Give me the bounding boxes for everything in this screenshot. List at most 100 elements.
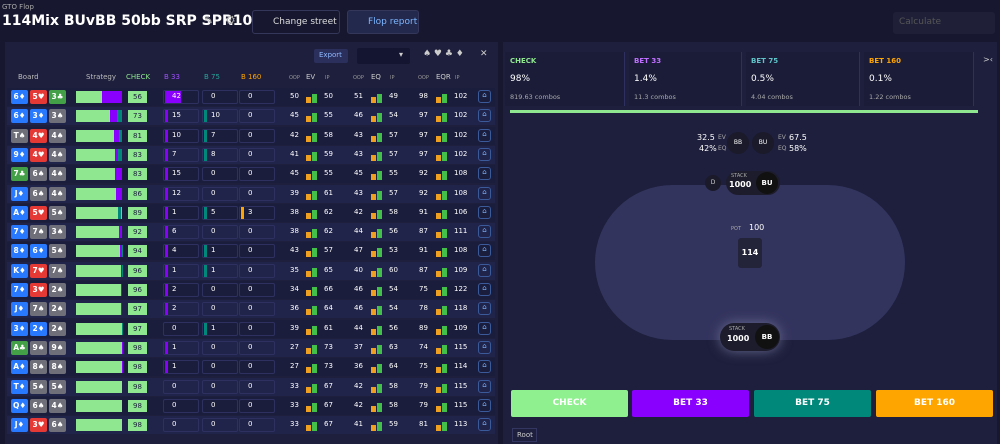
bar-icon (442, 383, 447, 393)
action-button[interactable]: CHECK (511, 390, 628, 417)
ip-value: 113 (454, 420, 468, 429)
bet-cell: 7 (211, 130, 216, 139)
bar-icon (371, 232, 376, 239)
row-action-icon[interactable]: ⌂ (478, 90, 491, 103)
collapse-icon[interactable]: >‹ (983, 55, 993, 64)
ip-value: 62 (324, 207, 333, 216)
action-button[interactable]: BET 160 (876, 390, 993, 417)
edit-icon[interactable]: ✎ (204, 14, 214, 27)
card: 5♠ (49, 379, 66, 394)
bet-cell: 0 (248, 265, 253, 274)
bar-icon (306, 290, 311, 296)
row-action-icon[interactable]: ⌂ (478, 321, 491, 335)
cell-box (163, 340, 199, 355)
bet-indicator (165, 91, 181, 103)
oop-value: 42 (354, 381, 363, 390)
bar-icon (312, 151, 317, 161)
column-header: Board (18, 73, 39, 81)
card: 3♠ (49, 225, 66, 240)
row-action-icon[interactable]: ⌂ (478, 263, 491, 277)
strategy-segment (76, 361, 122, 374)
action-button[interactable]: BET 75 (754, 390, 871, 417)
cell-box (163, 418, 199, 433)
bet-cell: 0 (248, 381, 253, 390)
row-action-icon[interactable]: ⌂ (478, 340, 491, 354)
cell-box (163, 186, 199, 201)
row-action-icon[interactable]: ⌂ (478, 244, 491, 258)
bar-icon (442, 402, 447, 412)
card: 6♠ (30, 398, 47, 413)
bet-indicator (204, 148, 207, 161)
oop-value: 33 (290, 420, 299, 429)
row-action-icon[interactable]: ⌂ (478, 302, 491, 316)
row-action-icon[interactable]: ⌂ (478, 360, 491, 374)
close-button[interactable]: ✕ (480, 49, 488, 59)
row-action-icon[interactable]: ⌂ (478, 109, 491, 123)
cell-box (202, 128, 238, 143)
bar-icon (436, 212, 441, 219)
oop-value: 45 (290, 111, 299, 120)
column-subheader: OOP (418, 75, 429, 81)
bet-cell: 0 (211, 285, 216, 293)
bet-cell: 0 (248, 111, 253, 120)
row-action-icon[interactable]: ⌂ (478, 398, 491, 412)
row-action-icon[interactable]: ⌂ (478, 128, 491, 142)
strategy-segment (76, 226, 120, 239)
export-button[interactable]: Export (314, 49, 348, 63)
card: 5♥ (30, 205, 47, 220)
column-header: B 33 (164, 73, 180, 81)
bar-icon (306, 97, 311, 103)
card: 6♠ (49, 418, 66, 433)
settings-icon[interactable]: ⚙ (225, 13, 236, 27)
calculate-button[interactable]: Calculate (893, 12, 995, 34)
bar-icon (312, 306, 317, 316)
oop-value: 39 (290, 323, 299, 332)
oop-value: 91 (419, 246, 428, 255)
strategy-segment (76, 187, 117, 200)
ip-value: 55 (324, 169, 333, 178)
bet-cell: 4 (172, 246, 177, 255)
bet-indicator (165, 341, 168, 354)
row-action-icon[interactable]: ⌂ (478, 205, 491, 219)
bar-icon (312, 422, 317, 432)
row-action-icon[interactable]: ⌂ (478, 418, 491, 432)
player-chip: BB (727, 132, 749, 154)
eq-value: 42% (699, 144, 717, 153)
summary-combos: 1.22 combos (869, 93, 911, 101)
ip-value: 54 (389, 111, 398, 120)
bar-icon (377, 267, 382, 277)
row-action-icon[interactable]: ⌂ (478, 379, 491, 393)
strategy-segment (102, 91, 122, 103)
breadcrumb[interactable]: Root (512, 428, 537, 442)
row-action-icon[interactable]: ⌂ (478, 283, 491, 296)
summary-pct: 0.1% (869, 74, 892, 84)
filter-dropdown[interactable]: ▾ (357, 48, 410, 64)
check-cell: 97 (128, 322, 147, 335)
flop-report-button[interactable]: Flop report (347, 10, 419, 34)
oop-value: 89 (419, 323, 428, 332)
row-action-icon[interactable]: ⌂ (478, 225, 491, 239)
suit-filters[interactable]: ♠ ♥ ♣ ♦ (423, 49, 464, 59)
strategy-segment (76, 168, 115, 181)
row-action-icon[interactable]: ⌂ (478, 167, 491, 181)
cell-box (163, 205, 199, 220)
check-cell: 96 (128, 264, 147, 277)
cell-box (202, 109, 238, 124)
bar-icon (306, 116, 311, 123)
player-chip: BU (752, 132, 774, 154)
row-action-icon[interactable]: ⌂ (478, 186, 491, 200)
ip-value: 62 (324, 227, 333, 236)
strategy-segment (76, 91, 103, 103)
ip-value: 50 (324, 92, 333, 100)
column-subheader: IP (390, 75, 395, 81)
change-street-button[interactable]: Change street (252, 10, 340, 34)
bar-icon (377, 151, 382, 161)
ip-value: 111 (454, 227, 468, 236)
action-button[interactable]: BET 33 (632, 390, 749, 417)
column-header: Strategy (86, 73, 116, 81)
row-action-icon[interactable]: ⌂ (478, 147, 491, 161)
dealer-button: D (705, 175, 721, 191)
bar-icon (371, 270, 376, 277)
bar-icon (306, 425, 311, 432)
stack-label: STACK (731, 173, 747, 179)
